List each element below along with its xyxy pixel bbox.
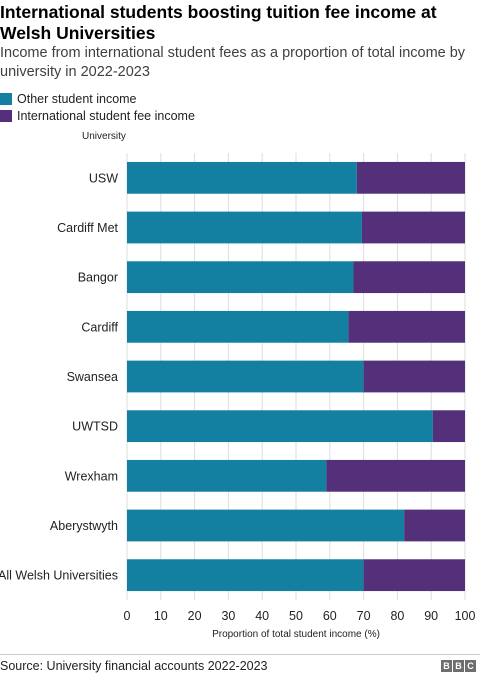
bar-segment-international [326,459,465,492]
chart-title: International students boosting tuition … [0,2,437,43]
legend: Other student income International stude… [0,90,195,124]
x-tick-label: 0 [124,609,131,623]
x-tick-label: 20 [188,609,202,623]
bar-segment-other [127,261,354,294]
bar-segment-other [127,161,357,194]
legend-label-international: International student fee income [17,108,195,123]
bar-segment-international [353,261,465,294]
legend-item-other: Other student income [0,90,195,107]
x-tick-label: 60 [323,609,337,623]
x-tick-label: 70 [357,609,371,623]
category-label: Bangor [78,271,118,285]
bar-segment-international [348,310,465,343]
bar-segment-other [127,410,433,443]
bar-segment-other [127,509,405,542]
category-label: Swansea [67,370,118,384]
bar-segment-other [127,211,362,244]
x-tick-label: 90 [424,609,438,623]
bar-segment-other [127,459,327,492]
y-axis-title: University [82,131,126,142]
chart-subtitle: Income from international student fees a… [0,45,466,80]
category-label: USW [89,171,118,185]
category-label: UWTSD [72,420,118,434]
bar-segment-other [127,559,364,592]
bbc-logo: B B C [441,660,476,672]
stacked-bar-chart: University USW Cardiff Met Bangor Cardiff Swa… [0,131,476,640]
bar-segment-international [404,509,465,542]
legend-label-other: Other student income [17,91,137,106]
bar-segment-international [363,559,465,592]
x-axis-title: Proportion of total student income (%) [212,629,380,640]
source-note: Source: University financial accounts 20… [0,659,268,673]
category-label: All Welsh Universities [0,569,118,583]
bbc-logo-letter: C [465,660,476,672]
x-tick-label: 30 [221,609,235,623]
category-label: Wrexham [65,469,118,483]
category-label: Cardiff [81,320,118,334]
x-tick-label: 80 [390,609,404,623]
x-tick-label: 100 [455,609,476,623]
x-tick-label: 40 [255,609,269,623]
bar-segment-international [361,211,465,244]
bar-segment-international [356,161,465,194]
category-label: Cardiff Met [57,221,118,235]
legend-swatch-other [0,92,12,105]
bar-segment-international [363,360,465,393]
bbc-logo-letter: B [441,660,452,672]
legend-item-international: International student fee income [0,107,195,124]
bar-segment-other [127,360,364,393]
x-tick-label: 10 [154,609,168,623]
category-label: Aberystwyth [50,519,118,533]
bar-segment-international [432,410,465,443]
footer-divider [0,654,480,655]
x-tick-label: 50 [289,609,303,623]
bbc-logo-letter: B [453,660,464,672]
bar-segment-other [127,310,349,343]
legend-swatch-international [0,109,12,122]
